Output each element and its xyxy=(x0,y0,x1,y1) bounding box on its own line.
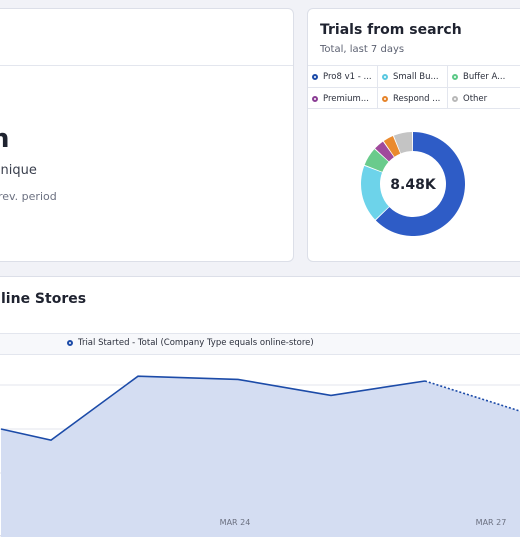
series-line-incomplete[interactable] xyxy=(424,380,520,412)
legend-dot-icon xyxy=(452,73,458,80)
legend-item[interactable]: Pro8 v1 - ... xyxy=(308,66,378,87)
legend-dot-icon xyxy=(67,340,73,346)
change-label: prev. period xyxy=(0,190,57,203)
card-title: Trials from search xyxy=(320,22,462,38)
legend-dot-icon xyxy=(382,95,388,102)
legend-item[interactable]: Premium... xyxy=(308,88,378,109)
donut-slice[interactable] xyxy=(393,132,413,154)
donut-slice[interactable] xyxy=(375,141,394,162)
donut-slice[interactable] xyxy=(383,136,401,157)
donut-slice[interactable] xyxy=(361,165,389,220)
donut-slice[interactable] xyxy=(375,132,465,236)
legend-label: Buffer A... xyxy=(463,71,506,82)
donut-total: 8.48K xyxy=(390,177,436,193)
legend-item[interactable]: Respond ... xyxy=(378,88,448,109)
legend-dot-icon xyxy=(382,73,388,80)
summary-card: h Unique prev. period xyxy=(0,8,294,262)
donut-slice[interactable] xyxy=(364,149,389,172)
online-stores-card[interactable]: line Stores Trial Started - Total (Compa… xyxy=(0,276,520,537)
card-divider xyxy=(0,65,293,66)
series-legend: Trial Started - Total (Company Type equa… xyxy=(0,333,520,355)
x-tick-label: MAR 27 xyxy=(476,518,507,527)
card-title: line Stores xyxy=(1,291,87,307)
trials-card[interactable]: Trials from search Total, last 7 days Pr… xyxy=(307,8,520,262)
legend-item[interactable]: Buffer A... xyxy=(448,66,520,87)
series-line[interactable] xyxy=(0,375,426,442)
donut-chart[interactable] xyxy=(358,129,468,239)
legend-label: Pro8 v1 - ... xyxy=(323,71,372,82)
legend-dot-icon xyxy=(312,95,318,102)
legend-item[interactable]: Small Bu... xyxy=(378,66,448,87)
legend-label: Respond ... xyxy=(393,93,441,104)
x-tick-label: MAR 24 xyxy=(220,518,251,527)
series-area xyxy=(1,376,520,537)
card-subtitle: Total, last 7 days xyxy=(320,44,405,55)
legend-label: Premium... xyxy=(323,93,369,104)
legend-label: Other xyxy=(463,93,488,104)
legend-label: Small Bu... xyxy=(393,71,439,82)
legend-grid: Pro8 v1 - ... Small Bu... Buffer A... Pr… xyxy=(308,65,520,109)
series-legend-item[interactable]: Trial Started - Total (Company Type equa… xyxy=(67,338,314,348)
legend-dot-icon xyxy=(452,95,458,102)
legend-dot-icon xyxy=(312,73,318,80)
metric-value: h xyxy=(0,124,10,154)
metric-label: Unique xyxy=(0,163,37,178)
legend-separator xyxy=(308,87,520,88)
series-label: Trial Started - Total (Company Type equa… xyxy=(78,338,314,348)
area-chart[interactable]: MAR 24 MAR 27 xyxy=(0,277,520,537)
legend-item[interactable]: Other xyxy=(448,88,520,109)
